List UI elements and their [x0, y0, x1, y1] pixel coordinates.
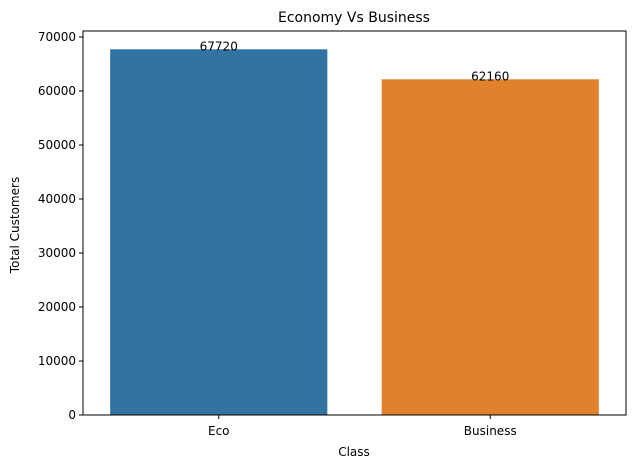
y-tick-label: 20000 — [38, 300, 76, 314]
data-label: 62160 — [471, 69, 509, 83]
plot-frame — [82, 30, 627, 416]
x-tick-label: Business — [464, 424, 517, 438]
y-axis: 0 10000 20000 30000 40000 50000 60000 70000 — [38, 30, 83, 422]
data-label: 67720 — [200, 39, 238, 53]
x-axis-label: Class — [338, 445, 370, 459]
chart-title: Economy Vs Business — [278, 10, 430, 26]
y-axis-label: Total Customers — [8, 177, 22, 274]
y-tick-label: 40000 — [38, 192, 76, 206]
y-tick-label: 0 — [68, 408, 76, 422]
plot-area: 67720 62160 — [82, 30, 627, 416]
y-tick-label: 30000 — [38, 246, 76, 260]
y-tick-label: 70000 — [38, 30, 76, 44]
y-tick-label: 50000 — [38, 138, 76, 152]
y-tick-label: 60000 — [38, 84, 76, 98]
x-axis: Eco Business — [208, 415, 517, 438]
x-tick-label: Eco — [208, 424, 230, 438]
bar-eco — [110, 49, 328, 416]
y-tick-label: 10000 — [38, 354, 76, 368]
bar-business — [381, 79, 599, 415]
